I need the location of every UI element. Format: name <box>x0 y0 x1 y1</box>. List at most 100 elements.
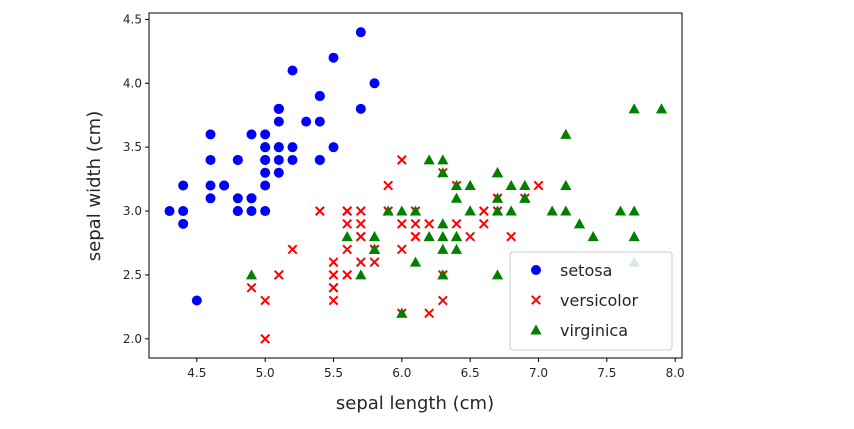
x-tick-label: 4.5 <box>187 366 206 380</box>
point-virginica <box>450 231 463 242</box>
legend-item-setosa: setosa <box>531 261 612 280</box>
legend-marker-virginica <box>530 324 542 335</box>
x-tick-label: 6.0 <box>392 366 411 380</box>
point-virginica <box>491 192 504 203</box>
legend-box <box>509 251 673 351</box>
point-virginica <box>519 179 531 190</box>
x-axis-label: sepal length (cm) <box>336 393 494 414</box>
point-virginica <box>437 167 449 178</box>
point-setosa <box>355 27 366 38</box>
legend-marker-versicolor <box>531 295 541 305</box>
point-virginica <box>437 154 449 165</box>
point-virginica <box>355 269 367 280</box>
point-virginica <box>560 205 572 216</box>
point-virginica <box>491 167 504 178</box>
point-virginica <box>437 231 449 242</box>
y-axis: 2.0 2.5 3.0 3.5 4.0 4.5 <box>123 12 149 346</box>
point-setosa <box>164 206 175 217</box>
point-setosa <box>205 180 216 191</box>
y-tick-label: 2.0 <box>123 332 142 346</box>
point-setosa <box>314 91 325 102</box>
point-setosa <box>314 116 325 127</box>
point-setosa <box>260 142 271 153</box>
point-versicolor <box>355 206 366 216</box>
point-virginica <box>341 231 353 242</box>
point-versicolor <box>424 308 435 319</box>
point-setosa <box>260 129 271 140</box>
point-versicolor <box>342 206 353 216</box>
point-setosa <box>328 52 339 63</box>
x-tick-label: 7.0 <box>529 366 548 380</box>
point-setosa <box>178 218 189 229</box>
point-virginica <box>464 179 476 190</box>
point-setosa <box>178 180 189 191</box>
data-marks <box>164 27 668 344</box>
point-versicolor <box>396 218 407 229</box>
point-virginica <box>245 269 258 280</box>
point-virginica <box>437 269 449 280</box>
point-setosa <box>260 206 271 217</box>
point-virginica <box>560 179 572 190</box>
point-versicolor <box>383 180 394 191</box>
point-versicolor <box>533 180 544 191</box>
point-virginica <box>423 154 435 165</box>
point-virginica <box>450 179 463 190</box>
point-virginica <box>437 243 449 254</box>
point-setosa <box>260 154 271 165</box>
point-setosa <box>273 154 284 165</box>
point-versicolor <box>355 257 366 268</box>
point-setosa <box>328 142 339 153</box>
point-virginica <box>628 231 640 242</box>
point-setosa <box>205 154 216 165</box>
legend-marker-setosa <box>531 265 541 275</box>
point-setosa <box>369 78 380 89</box>
point-versicolor <box>246 282 257 293</box>
point-versicolor <box>506 231 517 242</box>
point-virginica <box>628 103 640 114</box>
point-setosa <box>287 154 298 165</box>
point-versicolor <box>328 295 339 306</box>
point-versicolor <box>328 282 339 293</box>
point-versicolor <box>410 218 421 229</box>
point-setosa <box>246 193 257 204</box>
legend-label-versicolor: versicolor <box>560 291 638 310</box>
x-tick-label: 7.5 <box>597 366 616 380</box>
point-versicolor <box>342 244 353 255</box>
point-virginica <box>409 256 422 267</box>
series-setosa <box>164 27 380 306</box>
point-setosa <box>273 116 284 127</box>
point-versicolor <box>328 270 339 280</box>
point-virginica <box>505 205 517 216</box>
point-versicolor <box>437 295 448 306</box>
point-setosa <box>273 142 284 153</box>
point-versicolor <box>396 155 407 165</box>
y-tick-label: 2.5 <box>123 268 142 282</box>
point-virginica <box>396 307 408 318</box>
point-setosa <box>246 206 257 217</box>
point-virginica <box>560 128 572 139</box>
point-virginica <box>423 231 435 242</box>
point-virginica <box>519 192 531 203</box>
point-versicolor <box>465 231 476 242</box>
legend: setosa versicolor virginica <box>509 251 673 351</box>
point-setosa <box>287 142 298 153</box>
point-versicolor <box>260 295 271 306</box>
point-setosa <box>260 167 271 178</box>
point-versicolor <box>355 231 366 242</box>
legend-item-virginica: virginica <box>530 321 628 340</box>
legend-item-versicolor: versicolor <box>531 291 638 310</box>
x-tick-label: 5.5 <box>324 366 343 380</box>
point-virginica <box>614 205 627 216</box>
point-versicolor <box>260 333 271 344</box>
y-tick-label: 4.5 <box>123 12 142 26</box>
legend-label-setosa: setosa <box>560 261 612 280</box>
point-setosa <box>314 154 325 165</box>
point-setosa <box>178 206 189 217</box>
point-virginica <box>573 218 586 229</box>
point-setosa <box>205 193 216 204</box>
y-tick-label: 4.0 <box>123 76 142 90</box>
point-setosa <box>273 103 284 114</box>
point-setosa <box>246 129 257 140</box>
point-versicolor <box>478 218 489 229</box>
point-setosa <box>219 180 230 191</box>
